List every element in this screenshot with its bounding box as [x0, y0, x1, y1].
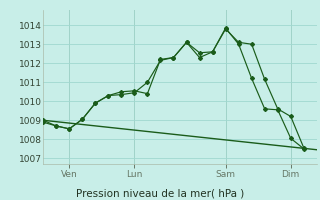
Text: Pression niveau de la mer( hPa ): Pression niveau de la mer( hPa ): [76, 188, 244, 198]
